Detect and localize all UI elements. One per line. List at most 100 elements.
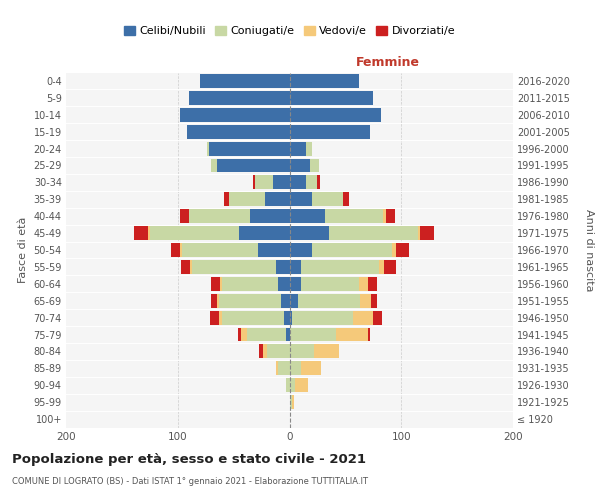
Bar [258, 243, 290, 257]
Bar [211, 277, 220, 290]
Bar [263, 344, 267, 358]
Bar [182, 243, 258, 257]
Bar [276, 362, 278, 376]
Bar [286, 378, 290, 392]
Bar [187, 124, 290, 138]
Bar [292, 395, 294, 409]
Bar [371, 294, 377, 308]
Bar [180, 210, 189, 223]
Bar [209, 142, 290, 156]
Bar [265, 192, 290, 206]
Bar [148, 226, 150, 240]
Bar [290, 176, 306, 190]
Bar [290, 142, 306, 156]
Bar [190, 260, 192, 274]
Bar [211, 158, 217, 172]
Bar [290, 294, 298, 308]
Bar [306, 176, 317, 190]
Bar [386, 210, 395, 223]
Bar [317, 176, 320, 190]
Bar [312, 192, 343, 206]
Bar [278, 362, 290, 376]
Bar [418, 226, 420, 240]
Bar [180, 108, 290, 122]
Bar [290, 310, 292, 324]
Bar [306, 142, 312, 156]
Bar [395, 243, 409, 257]
Bar [290, 277, 301, 290]
Bar [181, 260, 190, 274]
Bar [379, 260, 385, 274]
Bar [290, 108, 381, 122]
Bar [290, 362, 301, 376]
Bar [360, 294, 371, 308]
Bar [192, 260, 276, 274]
Bar [290, 260, 301, 274]
Bar [312, 243, 392, 257]
Bar [229, 192, 265, 206]
Text: Popolazione per età, sesso e stato civile - 2021: Popolazione per età, sesso e stato civil… [12, 452, 366, 466]
Bar [276, 260, 290, 274]
Legend: Celibi/Nubili, Coniugati/e, Vedovi/e, Divorziati/e: Celibi/Nubili, Coniugati/e, Vedovi/e, Di… [119, 22, 460, 40]
Bar [238, 328, 241, 342]
Bar [189, 210, 250, 223]
Bar [359, 277, 368, 290]
Bar [290, 226, 329, 240]
Bar [314, 344, 338, 358]
Bar [239, 226, 290, 240]
Bar [368, 328, 370, 342]
Bar [223, 277, 278, 290]
Bar [301, 362, 321, 376]
Bar [290, 124, 370, 138]
Y-axis label: Anni di nascita: Anni di nascita [584, 209, 594, 291]
Bar [241, 328, 247, 342]
Bar [290, 158, 310, 172]
Bar [337, 328, 368, 342]
Bar [220, 277, 223, 290]
Bar [290, 91, 373, 105]
Bar [290, 210, 325, 223]
Bar [217, 294, 219, 308]
Bar [329, 226, 418, 240]
Bar [298, 294, 360, 308]
Bar [310, 158, 319, 172]
Bar [353, 310, 373, 324]
Bar [211, 294, 217, 308]
Bar [253, 176, 255, 190]
Bar [219, 310, 223, 324]
Bar [325, 210, 383, 223]
Bar [219, 294, 281, 308]
Bar [281, 294, 290, 308]
Bar [290, 74, 359, 88]
Bar [247, 328, 286, 342]
Bar [368, 277, 377, 290]
Bar [273, 176, 290, 190]
Bar [150, 226, 239, 240]
Bar [290, 243, 312, 257]
Bar [373, 310, 382, 324]
Bar [301, 260, 379, 274]
Bar [295, 378, 308, 392]
Bar [278, 277, 290, 290]
Bar [385, 260, 395, 274]
Bar [284, 310, 290, 324]
Bar [292, 310, 353, 324]
Bar [223, 310, 284, 324]
Bar [171, 243, 180, 257]
Bar [343, 192, 349, 206]
Bar [259, 344, 263, 358]
Bar [301, 277, 359, 290]
Bar [267, 344, 290, 358]
Bar [392, 243, 395, 257]
Bar [290, 395, 292, 409]
Bar [290, 328, 337, 342]
Bar [420, 226, 434, 240]
Text: Femmine: Femmine [356, 56, 420, 69]
Bar [189, 91, 290, 105]
Bar [224, 192, 229, 206]
Bar [210, 310, 219, 324]
Bar [255, 176, 273, 190]
Bar [286, 328, 290, 342]
Y-axis label: Fasce di età: Fasce di età [18, 217, 28, 283]
Bar [134, 226, 148, 240]
